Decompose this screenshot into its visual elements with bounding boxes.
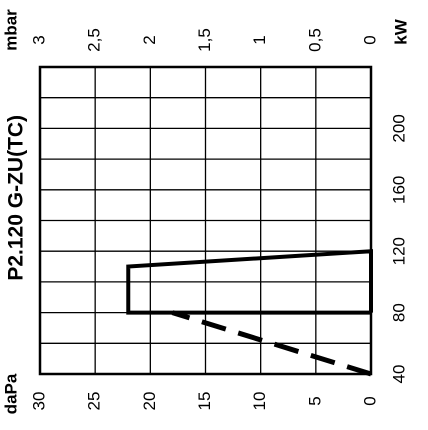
tick-label-daPa-25: 25 (85, 392, 104, 411)
plot-series (126, 249, 373, 377)
tick-label-kw-120: 120 (389, 237, 408, 265)
tick-label-mbar-0: 0 (360, 35, 379, 44)
tick-label-mbar-1: 0,5 (305, 28, 324, 52)
y-axis-label-secondary: mbar (1, 9, 20, 51)
tick-label-mbar-6: 3 (29, 35, 48, 44)
tick-label-daPa-15: 15 (195, 392, 214, 411)
tick-label-mbar-2: 1 (250, 35, 269, 44)
tick-label-daPa-0: 0 (360, 396, 379, 405)
tick-label-kw-200: 200 (389, 114, 408, 142)
tick-label-mbar-4: 2 (140, 35, 159, 44)
series-dashed-line (171, 310, 372, 377)
tick-label-daPa-20: 20 (140, 392, 159, 411)
tick-label-daPa-30: 30 (29, 392, 48, 411)
tick-label-kw-40: 40 (389, 365, 408, 384)
x-axis-label: kW (391, 18, 410, 44)
tick-label-daPa-10: 10 (250, 392, 269, 411)
plot-frame (38, 65, 373, 376)
grid (40, 67, 371, 374)
tick-label-mbar-5: 2,5 (85, 28, 104, 52)
labels: 40 80 120 160 200 0 5 10 15 20 25 30 0 0,5 1 1,5 2 2,5 3 kW… (1, 9, 410, 414)
chart-title: P2.120 G-ZU(TC) (5, 115, 28, 281)
tick-label-mbar-3: 1,5 (195, 28, 214, 52)
y-axis-label-primary: daPa (1, 373, 20, 414)
tick-label-kw-80: 80 (389, 303, 408, 322)
tick-label-kw-160: 160 (389, 176, 408, 204)
tick-label-daPa-5: 5 (305, 396, 324, 405)
